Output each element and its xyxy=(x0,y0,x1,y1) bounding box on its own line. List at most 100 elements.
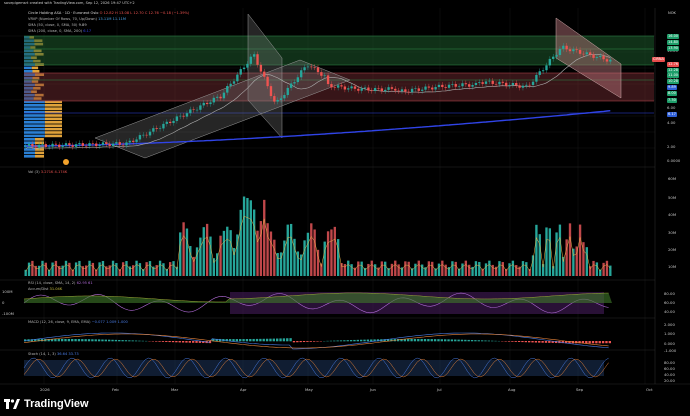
candle-body xyxy=(316,67,320,73)
candle-body xyxy=(609,59,612,62)
volume-bar xyxy=(142,269,145,276)
volume-tick-label: 20M xyxy=(668,247,677,252)
macd-bar xyxy=(299,341,302,343)
volume-bar xyxy=(81,266,84,276)
price-tag: 12.76 xyxy=(667,62,680,67)
rsi-values: 62.95 61 xyxy=(76,281,93,285)
macd-bar xyxy=(249,338,252,342)
macd-bar xyxy=(329,340,333,342)
volume-bar xyxy=(424,267,427,276)
candle-body xyxy=(195,109,199,111)
candle-body xyxy=(363,87,367,89)
legend-macd[interactable]: MACD (12, 26, close, 9, EMA, EMA) −0.077… xyxy=(28,320,128,325)
macd-bar xyxy=(64,338,67,342)
candle-body xyxy=(216,96,219,98)
volume-bar xyxy=(609,265,612,276)
currency-label[interactable]: NOK xyxy=(668,11,676,15)
candle-body xyxy=(296,77,300,83)
macd-bar xyxy=(242,339,245,342)
macd-bar xyxy=(521,341,524,343)
volume-bar xyxy=(605,260,609,276)
volume-bar xyxy=(454,261,457,276)
candle-body xyxy=(300,70,303,78)
candle-body xyxy=(572,49,575,52)
stoch-values: 36.64 33.73 xyxy=(56,352,79,356)
volume-bar xyxy=(434,268,437,276)
volume-bar xyxy=(296,251,300,276)
volume-bar xyxy=(414,263,417,276)
legend-vrvp[interactable]: VRVP (Number Of Rows, 70, Up/Down) 13.11… xyxy=(28,17,126,22)
macd-bar xyxy=(228,339,232,342)
vp-bar-down xyxy=(44,100,62,104)
macd-bar xyxy=(551,341,554,343)
macd-bar xyxy=(407,338,410,342)
macd-bar xyxy=(477,340,480,342)
event-marker xyxy=(63,159,69,165)
candle-body xyxy=(578,49,582,54)
candle-body xyxy=(585,52,588,55)
candle-body xyxy=(595,56,599,58)
volume-bar xyxy=(595,262,599,276)
macd-bar xyxy=(457,339,460,342)
volume-bar xyxy=(531,255,535,276)
stoch-k-line xyxy=(23,357,609,379)
macd-bar xyxy=(47,338,50,342)
time-tick-label: Jul xyxy=(437,387,442,392)
macd-tick-label: 1.000 xyxy=(664,331,675,336)
volume-bar xyxy=(316,249,320,276)
logo-text: TradingView xyxy=(24,398,89,410)
candle-body xyxy=(504,82,508,86)
macd-bar xyxy=(97,339,101,342)
volume-bar xyxy=(545,227,548,276)
volume-bar xyxy=(390,263,394,276)
volume-bar xyxy=(41,260,44,276)
volume-bar xyxy=(279,252,283,276)
candle-body xyxy=(259,64,263,72)
legend-vol[interactable]: Vol (3) 3.271K 4.174K xyxy=(28,170,67,175)
price-tag: 12.28 xyxy=(667,68,680,73)
accum-value: 31.04K xyxy=(49,287,63,291)
volume-bar xyxy=(306,232,310,276)
legend-rsi[interactable]: RSI (14, close, SMA, 14, 2) 62.95 61 xyxy=(28,281,93,286)
price-tag: 14.80 xyxy=(667,40,680,45)
volume-bar xyxy=(400,267,404,276)
price-tag: 6.17 xyxy=(667,112,677,117)
candle-body xyxy=(394,88,397,91)
legend-accum[interactable]: Accum/Dist 31.04K xyxy=(28,287,62,292)
macd-tick-label: 2.000 xyxy=(664,322,675,327)
macd-bar xyxy=(578,341,581,344)
macd-bar xyxy=(71,338,74,342)
candle-body xyxy=(61,145,64,148)
legend-sma200[interactable]: SMA (200, close, 0, SMA, 200) 6.17 xyxy=(28,29,91,34)
candle-body xyxy=(313,67,316,68)
macd-bar xyxy=(24,339,27,342)
candle-body xyxy=(582,53,585,55)
volume-bar xyxy=(91,262,95,276)
legend-sma50[interactable]: SMA (50, close, 0, SMA, 50) 9.89 xyxy=(28,23,87,28)
vp-bar-up xyxy=(24,131,45,134)
vp-bar-down xyxy=(34,73,44,76)
volume-bar xyxy=(273,239,276,276)
volume-bar xyxy=(249,200,252,276)
macd-bar xyxy=(531,341,534,343)
vp-bar-up xyxy=(24,141,35,144)
macd-bar xyxy=(104,339,107,342)
macd-bar xyxy=(235,339,239,342)
candle-body xyxy=(202,102,205,106)
volume-bar xyxy=(58,266,61,276)
macd-bar xyxy=(346,340,349,342)
macd-bar xyxy=(538,341,541,343)
macd-bar xyxy=(192,341,195,343)
legend-main[interactable]: Circle Holding ASA · 1D · Euronext Oslo … xyxy=(28,11,189,16)
legend-stoch[interactable]: Stoch (14, 1, 3) 36.64 33.73 xyxy=(28,352,79,357)
volume-bar xyxy=(330,229,333,276)
macd-bar xyxy=(34,339,37,342)
candle-body xyxy=(101,142,105,145)
candle-body xyxy=(333,87,336,88)
macd-bar xyxy=(467,339,470,342)
candle-body xyxy=(592,54,595,58)
volume-bar xyxy=(451,261,454,276)
macd-bar xyxy=(544,341,548,343)
macd-bar xyxy=(568,341,571,344)
